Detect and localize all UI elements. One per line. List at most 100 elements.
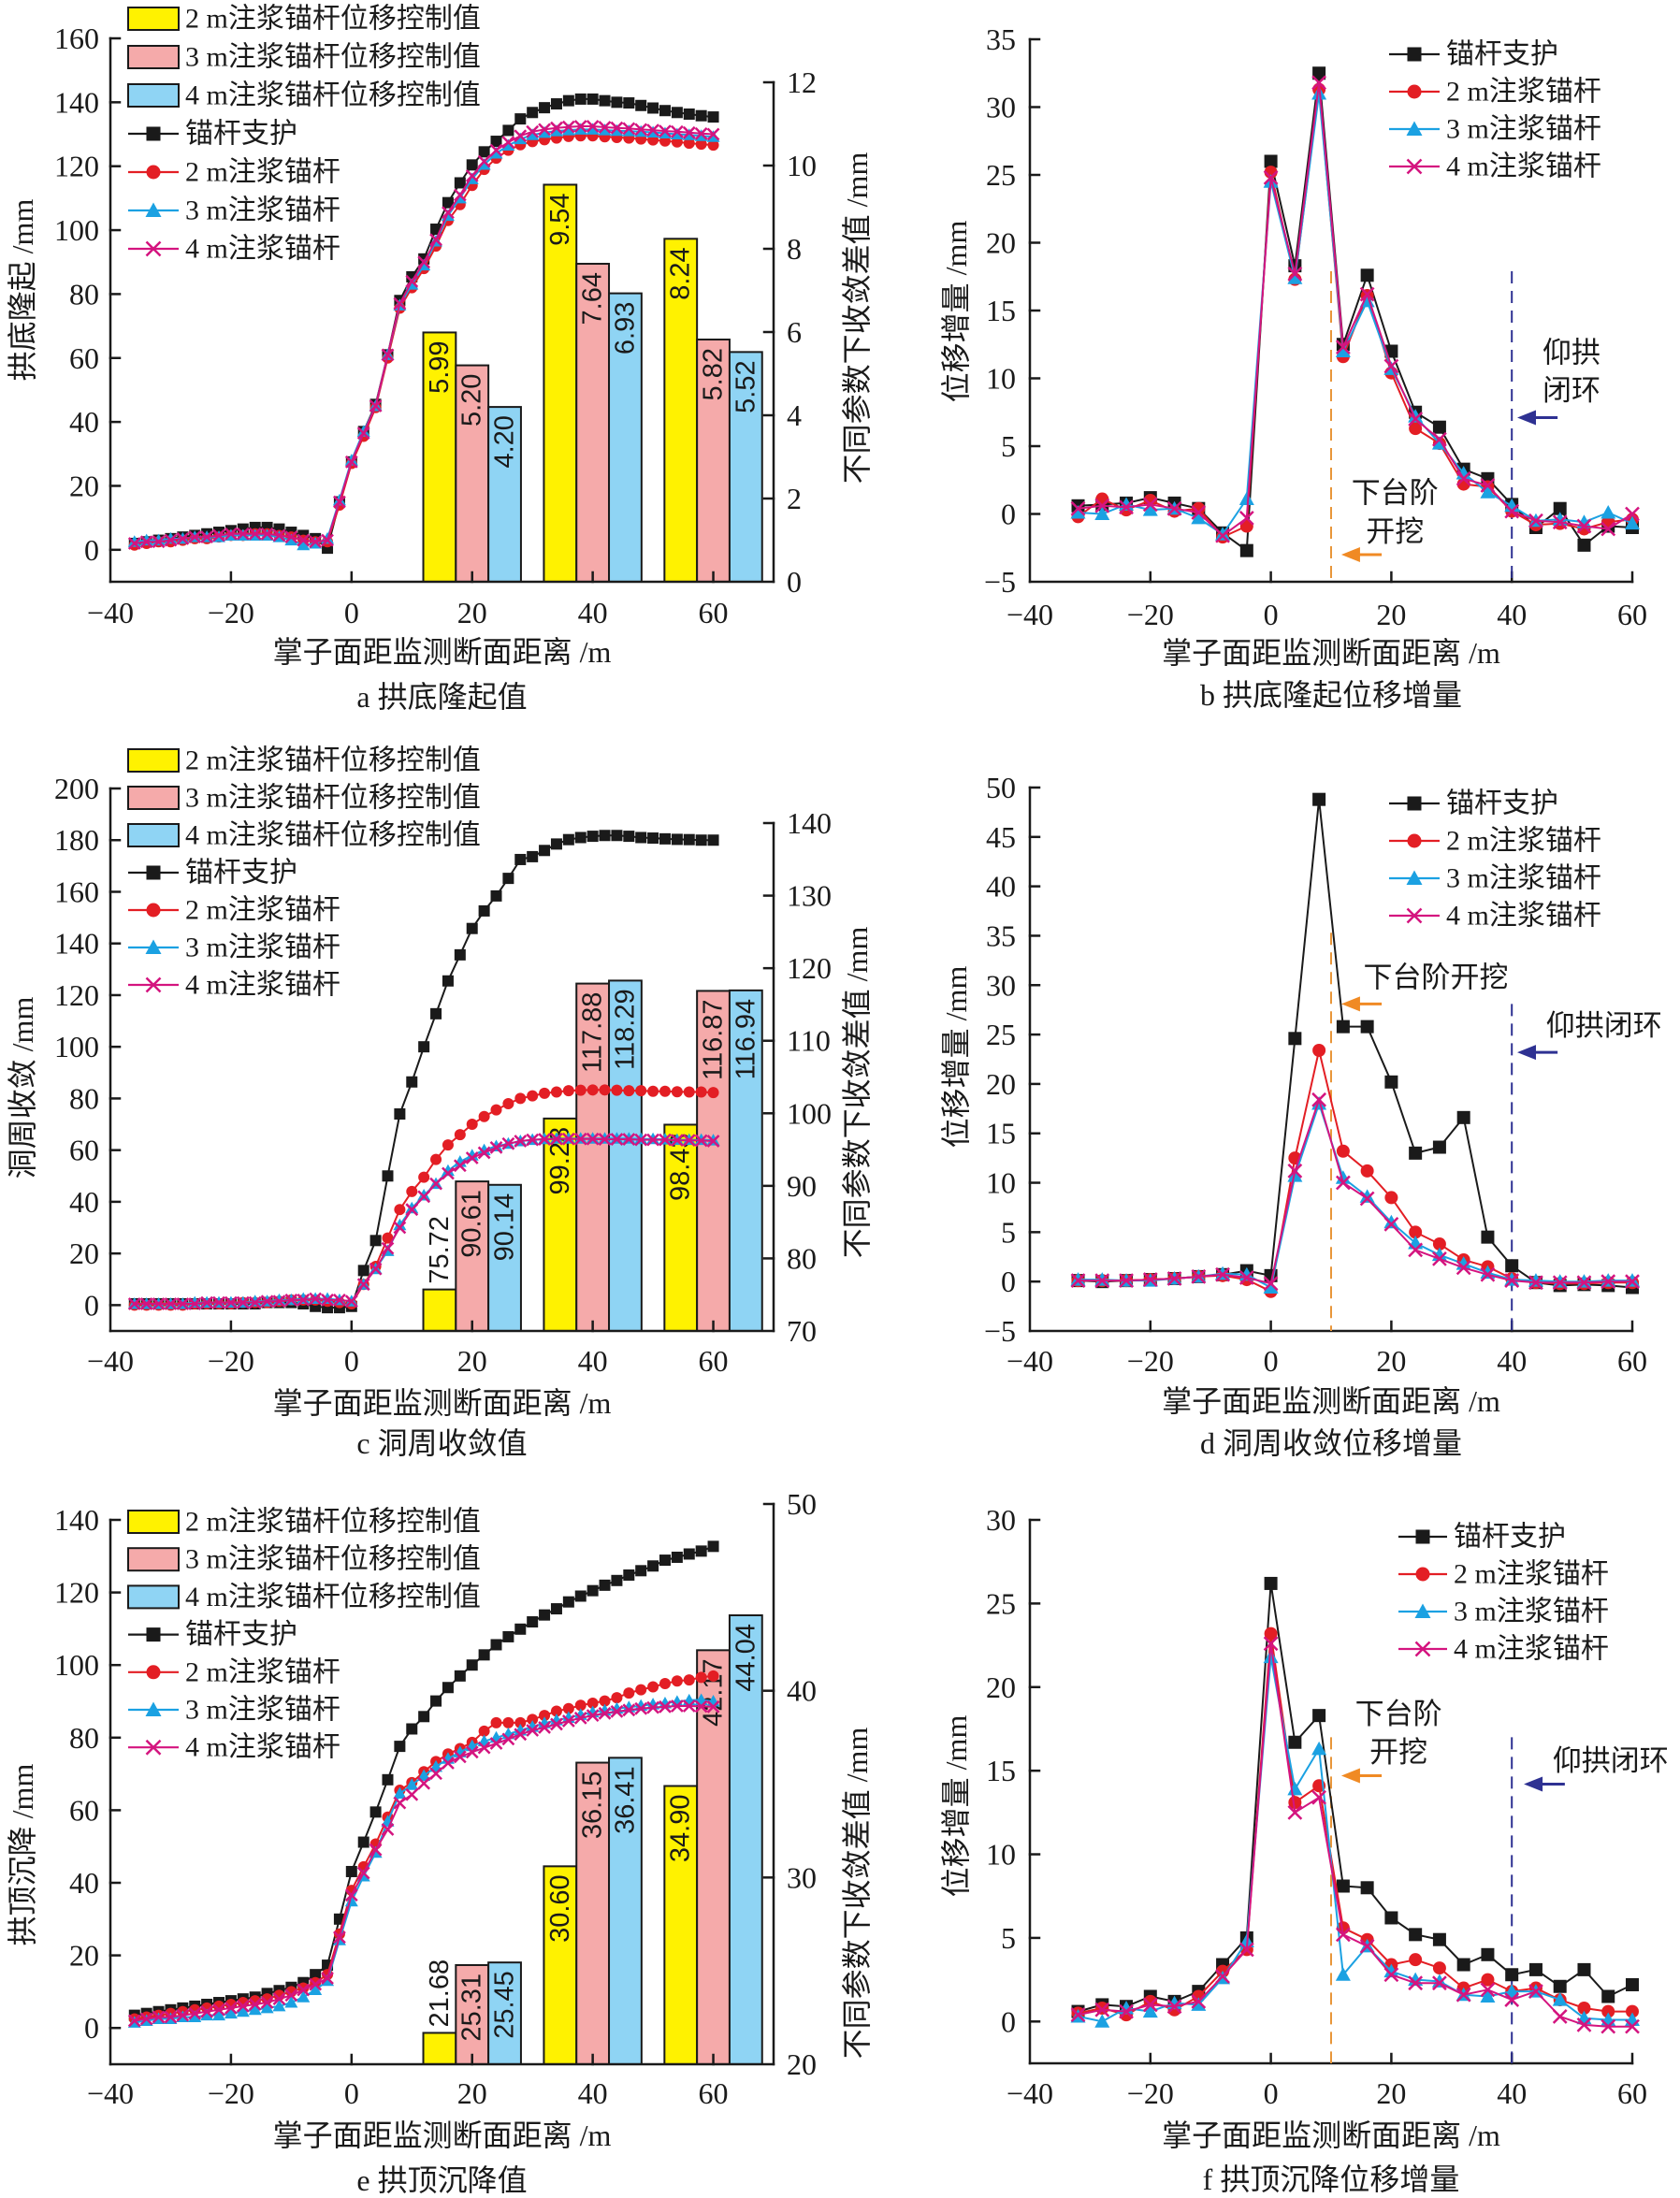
annotation-label: 开挖 — [1369, 1736, 1427, 1769]
y-tick-label: 20 — [69, 469, 99, 502]
data-point-grouted-bolt-4m — [1335, 1927, 1351, 1943]
data-point-grouted-bolt-4m — [417, 1190, 431, 1204]
data-point-grouted-bolt-4m — [659, 1133, 672, 1147]
data-point-grouted-bolt-4m — [1528, 1984, 1543, 2000]
annotation-0: 下台阶开挖 — [1330, 933, 1509, 1331]
data-point-grouted-bolt-4m — [417, 255, 431, 269]
data-point-grouted-bolt-4m — [248, 527, 262, 541]
data-point-grouted-bolt-4m — [526, 124, 540, 138]
bar-value-label: 30.60 — [545, 1874, 575, 1943]
data-point-bolt-support — [707, 1540, 719, 1553]
bar-value-label: 75.72 — [425, 1216, 455, 1284]
y2-tick-label: 0 — [787, 565, 802, 599]
y-axis-title: 位移增量 /mm — [939, 1715, 973, 1898]
data-point-grouted-bolt-4m — [1528, 1275, 1543, 1291]
y-tick-label: 140 — [54, 927, 99, 961]
data-point-grouted-bolt-4m — [344, 1294, 358, 1309]
legend-item-control-3m: 3 m注浆锚杆位移控制值 — [127, 783, 481, 814]
data-point-grouted-bolt-2m — [527, 1714, 539, 1726]
data-point-grouted-bolt-4m — [309, 535, 323, 549]
data-point-bolt-support — [574, 93, 587, 105]
data-point-bolt-support — [611, 1574, 623, 1586]
data-point-bolt-support — [454, 177, 466, 189]
data-point-grouted-bolt-4m — [429, 1767, 442, 1781]
y2-tick-label: 2 — [787, 482, 802, 515]
bar-value-label: 4.20 — [490, 415, 520, 468]
data-point-grouted-bolt-2m — [382, 1232, 394, 1244]
data-point-bolt-support — [539, 1609, 551, 1621]
legend: 2 m注浆锚杆位移控制值 3 m注浆锚杆位移控制值 4 m注浆锚杆位移控制值锚杆支护… — [127, 4, 481, 265]
x-tick-label: 60 — [1617, 2076, 1647, 2110]
data-point-grouted-bolt-4m — [501, 136, 515, 149]
data-point-grouted-bolt-2m — [1288, 1796, 1302, 1810]
legend-label: 4 m注浆锚杆 — [185, 970, 340, 1001]
panel-caption: d 洞周收敛位移增量 — [1200, 1426, 1462, 1460]
axes: −40 −20 0 20 40 60 0 5 10 15 20 25 30 — [986, 1503, 1647, 2110]
data-point-bolt-support — [369, 1806, 382, 1818]
data-point-bolt-support — [1288, 1032, 1302, 1046]
data-point-bolt-support — [562, 1596, 574, 1608]
legend-item-control-4m: 4 m注浆锚杆位移控制值 — [127, 80, 481, 111]
legend: 锚杆支护 2 m注浆锚杆 3 m注浆锚杆 4 m注浆锚杆 — [1398, 1522, 1609, 1665]
data-point-bolt-support — [1481, 1230, 1495, 1244]
data-point-grouted-bolt-4m — [417, 1776, 431, 1790]
annotation-label: 下台阶 — [1352, 477, 1439, 510]
legend-marker — [145, 939, 162, 954]
data-point-grouted-bolt-4m — [598, 1133, 612, 1146]
data-point-grouted-bolt-4m — [1552, 1275, 1568, 1291]
data-point-grouted-bolt-3m — [441, 1164, 455, 1177]
data-point-grouted-bolt-3m — [1552, 1274, 1568, 1288]
data-point-grouted-bolt-4m — [442, 1166, 455, 1180]
data-point-bolt-support — [1409, 1146, 1423, 1160]
data-point-bolt-support — [418, 1711, 430, 1723]
data-point-grouted-bolt-3m — [610, 123, 624, 137]
data-point-grouted-bolt-4m — [465, 169, 479, 182]
data-point-grouted-bolt-4m — [1142, 1997, 1158, 2013]
data-point-bolt-support — [490, 136, 502, 148]
data-point-grouted-bolt-3m — [417, 1769, 431, 1782]
data-point-grouted-bolt-4m — [200, 2004, 214, 2018]
data-point-grouted-bolt-4m — [514, 129, 528, 143]
data-point-grouted-bolt-3m — [1311, 1741, 1327, 1756]
data-point-grouted-bolt-3m — [1335, 1967, 1351, 1981]
series-grouted-bolt-4m — [127, 1132, 720, 1310]
data-point-grouted-bolt-3m — [549, 124, 563, 137]
legend-marker — [1406, 870, 1423, 885]
data-point-grouted-bolt-4m — [297, 533, 311, 547]
data-point-grouted-bolt-4m — [682, 1134, 696, 1148]
data-point-bolt-support — [357, 1265, 369, 1277]
legend-item-grouted-bolt-4m: 4 m注浆锚杆 — [128, 1732, 340, 1763]
data-point-bolt-support — [394, 1741, 406, 1753]
data-point-grouted-bolt-4m — [1408, 1975, 1424, 1991]
data-point-grouted-bolt-3m — [393, 1786, 407, 1800]
y2-tick-label: 50 — [787, 1487, 817, 1521]
data-point-grouted-bolt-4m — [369, 1843, 383, 1857]
axes: −40 −20 0 20 40 60 −5 0 5 10 15 20 25 30 35 40 45 50 — [984, 771, 1647, 1378]
data-point-bolt-support — [1528, 1962, 1542, 1976]
data-point-bolt-support — [1360, 268, 1374, 282]
y-tick-label: 100 — [54, 213, 99, 247]
data-point-bolt-support — [623, 831, 635, 843]
legend-marker — [145, 1739, 162, 1756]
data-point-grouted-bolt-4m — [1238, 1270, 1254, 1285]
data-point-grouted-bolt-4m — [260, 527, 274, 541]
data-point-bolt-support — [502, 873, 514, 885]
data-point-grouted-bolt-4m — [501, 1732, 515, 1746]
series-line-grouted-bolt-3m — [1078, 1103, 1632, 1289]
data-point-bolt-support — [574, 1590, 587, 1602]
data-point-grouted-bolt-4m — [453, 1159, 467, 1173]
x-tick-label: 20 — [1376, 598, 1406, 631]
data-point-grouted-bolt-3m — [284, 1996, 298, 2008]
data-point-grouted-bolt-4m — [646, 123, 659, 137]
data-point-grouted-bolt-4m — [1311, 1092, 1327, 1107]
data-point-grouted-bolt-2m — [1626, 2004, 1639, 2018]
legend-swatch — [127, 823, 180, 847]
y-tick-label: 5 — [1001, 429, 1016, 463]
data-point-grouted-bolt-3m — [1094, 2014, 1110, 2028]
x-tick-label: 0 — [344, 1344, 359, 1378]
data-point-grouted-bolt-4m — [1287, 266, 1303, 282]
data-point-grouted-bolt-4m — [164, 533, 178, 547]
data-point-bolt-support — [1409, 1928, 1423, 1942]
data-point-grouted-bolt-3m — [573, 123, 587, 135]
x-tick-label: 0 — [344, 596, 359, 629]
